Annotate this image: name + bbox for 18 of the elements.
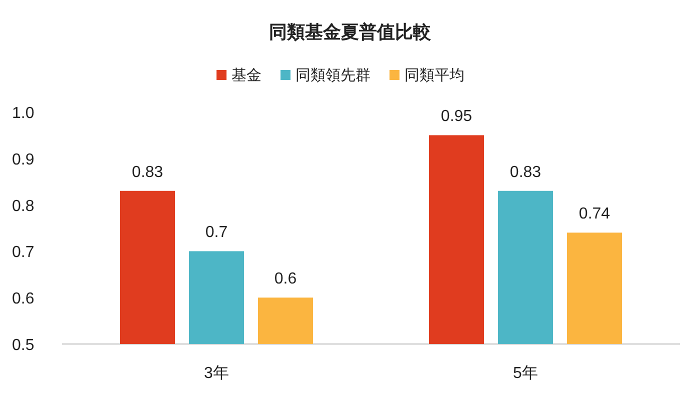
data-label: 0.83: [510, 164, 542, 181]
y-tick-label: 0.8: [12, 198, 34, 215]
x-tick-label: 5年: [513, 365, 538, 382]
y-tick-label: 0.6: [12, 290, 34, 308]
legend-label: 同類領先群: [296, 67, 370, 84]
data-label: 0.95: [440, 108, 472, 126]
legend-label: 同類平均: [404, 67, 464, 84]
y-tick-label: 0.7: [12, 244, 34, 262]
y-tick-label: 0.9: [12, 151, 34, 168]
legend-label: 基金: [232, 67, 262, 84]
y-tick-label: 0.5: [12, 337, 34, 354]
data-label: 0.7: [205, 224, 228, 242]
y-tick-label: 1.0: [12, 105, 34, 122]
data-label: 0.83: [132, 164, 164, 181]
chart-title: 同類基金夏普值比較: [269, 22, 432, 42]
data-label: 0.74: [578, 206, 610, 223]
data-label: 0.6: [274, 270, 297, 288]
x-tick-label: 3年: [204, 365, 229, 382]
